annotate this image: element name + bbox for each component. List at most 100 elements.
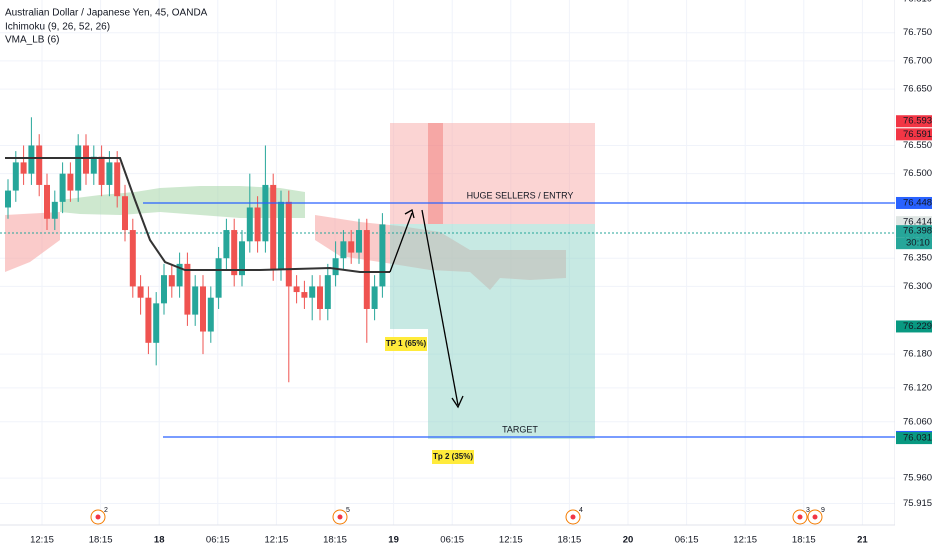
price-badge	[896, 225, 932, 238]
level-label: TARGET	[502, 424, 538, 434]
candle-body	[207, 297, 214, 332]
cloud-bull	[60, 186, 305, 218]
event-dot	[337, 514, 343, 520]
candle-body	[5, 190, 11, 208]
x-tick-label: 12:15	[499, 535, 523, 546]
candle-body	[75, 145, 82, 191]
candle-body	[356, 230, 362, 253]
candle-body	[20, 162, 27, 174]
vma-line	[5, 157, 390, 273]
x-tick-label: 06:15	[206, 535, 230, 546]
candle-body	[239, 241, 245, 276]
candle-body	[215, 258, 222, 298]
candle-body	[254, 207, 261, 242]
candle-body	[28, 145, 35, 174]
candle-body	[106, 162, 113, 185]
price-badge	[896, 128, 932, 141]
y-tick-label: 76.700	[903, 55, 932, 66]
candle-body	[83, 145, 89, 174]
x-tick-label: 18	[154, 535, 165, 546]
price-badge-label: 76.229	[903, 321, 932, 332]
candle-body	[176, 263, 183, 287]
candle-body	[309, 286, 316, 298]
countdown-badge	[896, 237, 932, 250]
x-tick-label: 12:15	[30, 535, 54, 546]
event-count: 2	[104, 507, 108, 514]
event-dot	[797, 514, 803, 520]
y-tick-label: 76.180	[903, 349, 932, 360]
event-dot	[812, 514, 818, 520]
candle-body	[285, 201, 292, 287]
price-badge	[896, 432, 932, 445]
candle-body	[161, 275, 167, 304]
candle-body	[379, 224, 386, 287]
candle-body	[340, 241, 347, 259]
x-tick-label: 18:15	[89, 535, 113, 546]
profit-zone-1	[390, 224, 428, 329]
x-tick-label: 18:15	[558, 535, 582, 546]
x-tick-label: 12:15	[733, 535, 757, 546]
candle-body	[200, 286, 206, 332]
price-badge	[896, 196, 932, 209]
candle-body	[278, 201, 284, 270]
candle-body	[129, 230, 136, 287]
candle-body	[223, 230, 230, 259]
candle-body	[348, 241, 355, 253]
candle-body	[270, 184, 277, 270]
loss-strip	[428, 123, 443, 224]
candle-body	[12, 162, 19, 191]
price-badge	[896, 216, 932, 229]
candle-body	[44, 184, 50, 219]
event-count: 9	[821, 507, 825, 514]
y-tick-label: 75.960	[903, 473, 932, 484]
event-count: 5	[346, 507, 350, 514]
candle-body	[67, 173, 74, 191]
candle-body	[184, 263, 191, 315]
price-badge-label: 76.448	[903, 197, 932, 208]
candle-body	[168, 275, 175, 287]
price-badge-label: 76.398	[903, 226, 932, 237]
candle-body	[145, 297, 152, 343]
indicator: Ichimoku (9, 26, 52, 26)	[5, 22, 110, 33]
x-tick-label: 21	[857, 535, 868, 546]
candle-body	[371, 286, 378, 309]
y-tick-label: 76.810	[903, 0, 932, 4]
x-tick-label: 20	[623, 535, 634, 546]
candle-body	[324, 275, 331, 309]
candle-body	[59, 173, 66, 202]
candle-body	[332, 258, 339, 276]
y-tick-label: 76.060	[903, 416, 932, 427]
candle-body	[231, 230, 238, 276]
candle-body	[262, 184, 269, 242]
x-tick-label: 06:15	[440, 535, 464, 546]
price-badge-label: 76.591	[903, 129, 932, 140]
y-tick-label: 76.500	[903, 168, 932, 179]
candle-body	[301, 292, 308, 298]
candle-body	[90, 156, 97, 174]
arrow-head	[451, 395, 464, 409]
candle-body	[363, 230, 370, 309]
profit-zone-2	[428, 224, 595, 439]
y-tick-label: 76.350	[903, 253, 932, 264]
price-badge	[896, 320, 932, 333]
tp-label-bg	[385, 337, 427, 351]
indicator: VMA_LB (6)	[5, 35, 59, 46]
arrow-down	[421, 209, 459, 406]
event-dot	[95, 514, 101, 520]
y-tick-label: 76.120	[903, 382, 932, 393]
tp-label-bg	[432, 450, 474, 464]
candle-body	[122, 196, 128, 231]
price-axis	[895, 0, 932, 550]
symbol-title: Australian Dollar / Japanese Yen, 45, OA…	[5, 8, 208, 19]
price-badge	[896, 115, 932, 128]
x-tick-label: 18:15	[792, 535, 816, 546]
y-tick-label: 76.750	[903, 27, 932, 38]
candle-body	[36, 145, 43, 185]
candle-body	[192, 286, 199, 315]
x-tick-label: 06:15	[675, 535, 699, 546]
price-badge-label: 76.593	[903, 116, 932, 127]
price-badge-label: 76.414	[903, 217, 932, 228]
candle-body	[317, 286, 323, 309]
tp-label: Tp 2 (35%)	[433, 452, 473, 461]
